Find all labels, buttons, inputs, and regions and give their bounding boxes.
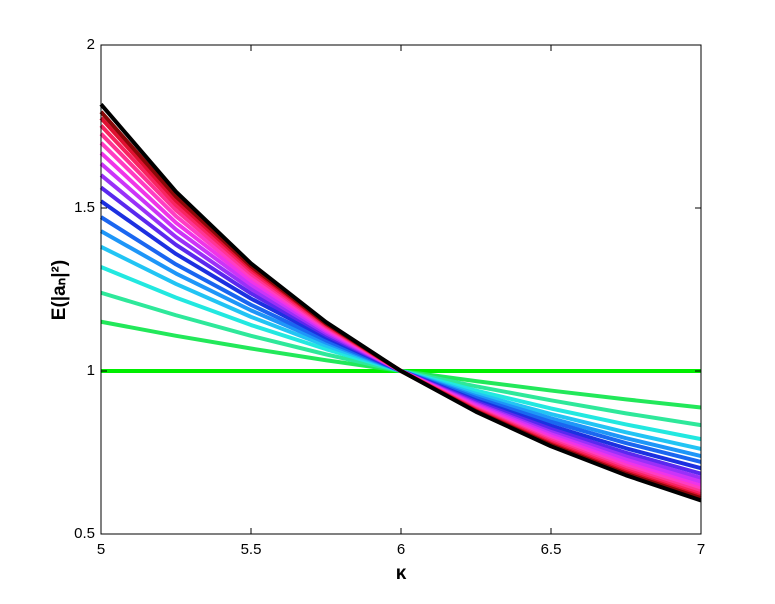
x-tick-label: 6 <box>397 541 405 558</box>
x-tick-label: 7 <box>697 541 705 558</box>
y-tick-label: 2 <box>87 36 95 53</box>
x-axis-label: κ <box>396 563 407 584</box>
y-axis-label: E(|aₙ|²) <box>49 260 70 320</box>
series-line <box>99 103 702 503</box>
y-tick-label: 0.5 <box>74 525 95 542</box>
y-tick-label: 1.5 <box>74 199 95 216</box>
x-tick-label: 5.5 <box>241 541 262 558</box>
x-tick-label: 6.5 <box>541 541 562 558</box>
y-tick-label: 1 <box>87 362 95 379</box>
x-tick-label: 5 <box>97 541 105 558</box>
